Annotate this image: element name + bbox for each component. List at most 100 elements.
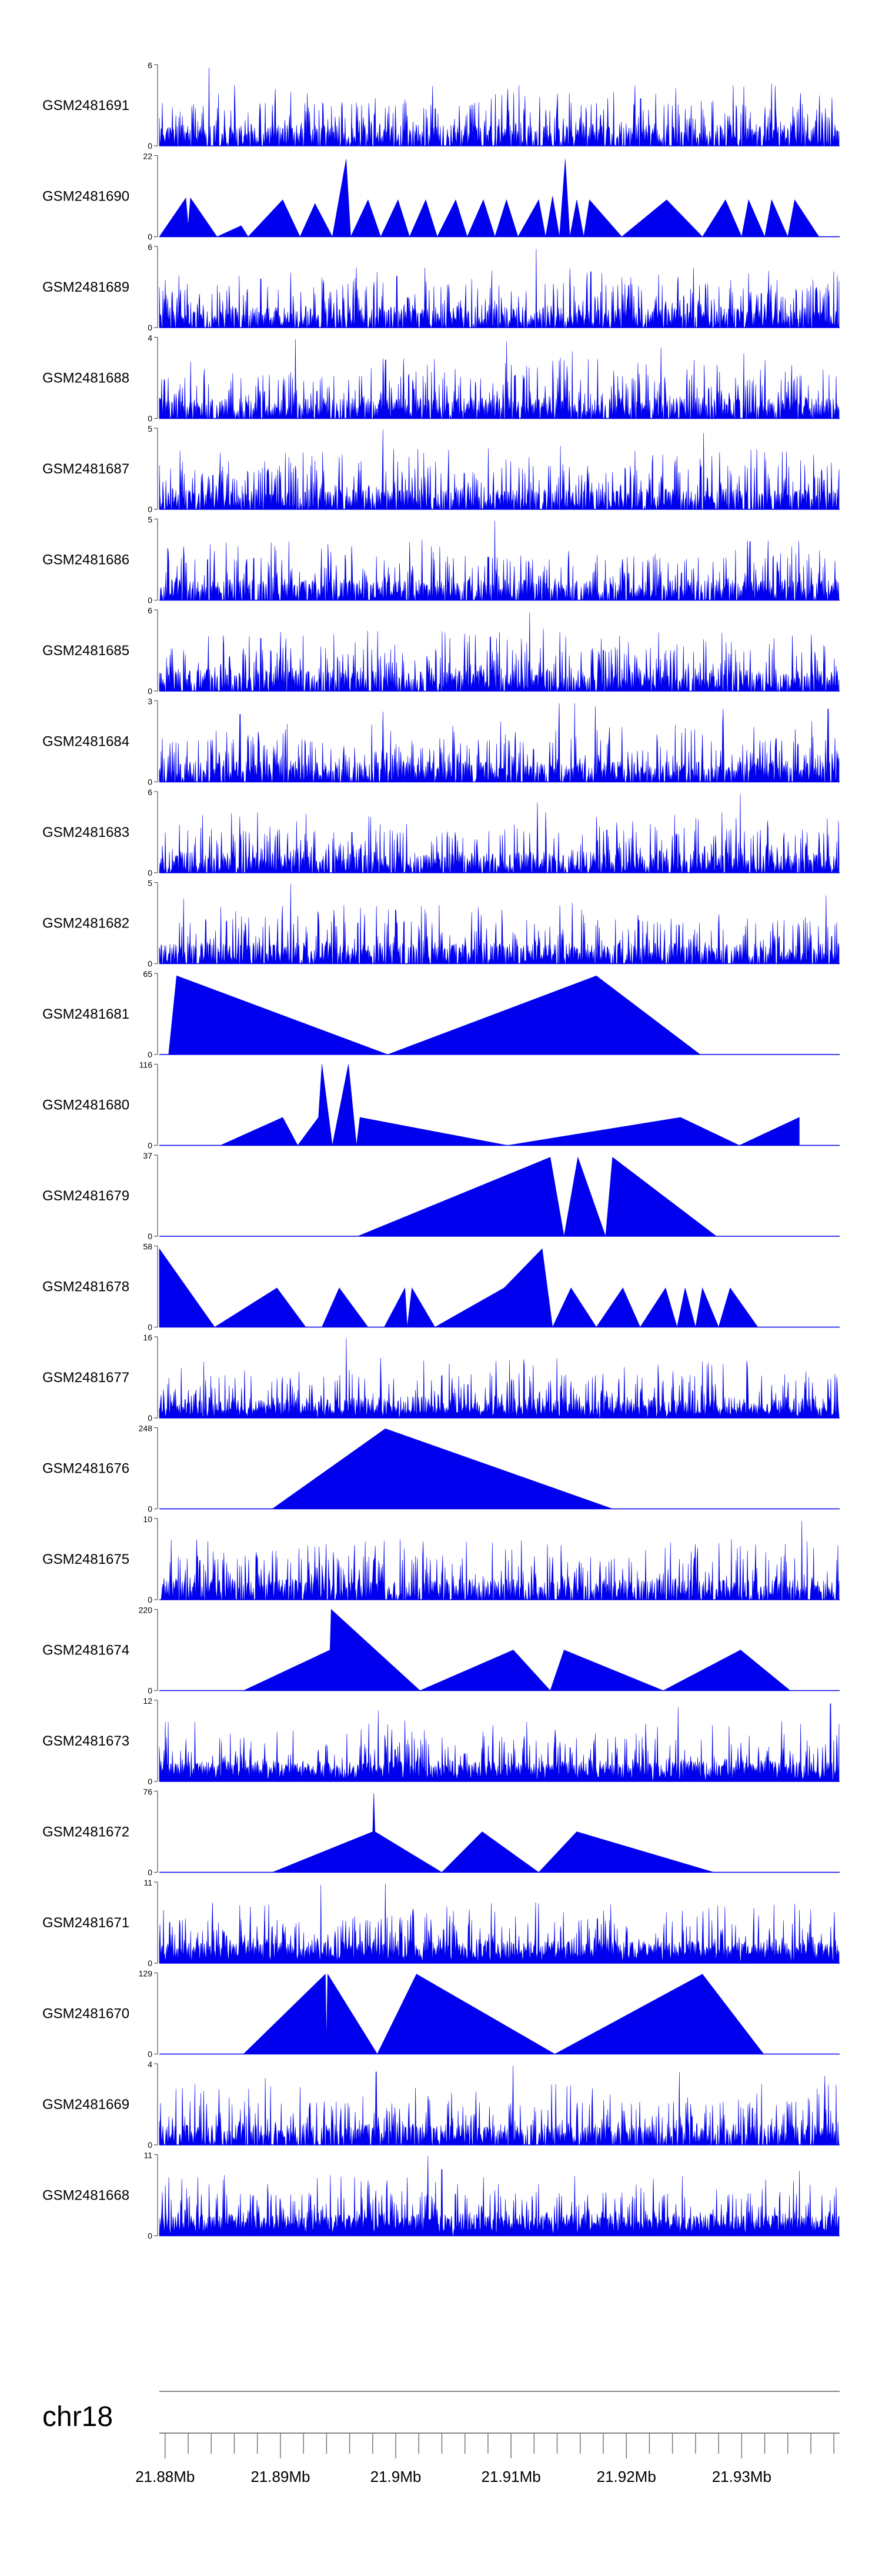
track-label: GSM2481677 xyxy=(42,1370,129,1386)
track-ymin-label: 0 xyxy=(148,596,152,605)
track-GSM2481691: GSM2481691 6 0 xyxy=(42,61,840,151)
track-label: GSM2481669 xyxy=(42,2097,129,2113)
chromosome-label: chr18 xyxy=(42,2401,113,2432)
track-ymax-label: 4 xyxy=(148,333,152,343)
genome-axis: chr18 21.88Mb 21.89Mb 21.9Mb 21.91Mb 21.92Mb 2… xyxy=(42,2391,840,2485)
track-signal-area xyxy=(168,975,701,1055)
track-label: GSM2481674 xyxy=(42,1643,129,1659)
track-signal-area xyxy=(159,2155,840,2236)
track-ymin-label: 0 xyxy=(148,959,152,969)
track-GSM2481673: GSM2481673 12 0 xyxy=(42,1696,840,1786)
track-GSM2481689: GSM2481689 6 0 xyxy=(42,242,840,332)
track-label: GSM2481685 xyxy=(42,643,129,659)
track-GSM2481669: GSM2481669 4 0 xyxy=(42,2060,840,2150)
track-ymax-label: 248 xyxy=(139,1424,153,1433)
track-signal-area xyxy=(159,1883,840,1964)
axis-tick-label: 21.93Mb xyxy=(712,2468,771,2485)
track-ymin-label: 0 xyxy=(148,1050,152,1059)
track-ymax-label: 16 xyxy=(143,1333,152,1342)
track-ymax-label: 6 xyxy=(148,242,152,252)
track-signal-area xyxy=(243,1973,764,2055)
track-label: GSM2481672 xyxy=(42,1824,129,1840)
track-label: GSM2481686 xyxy=(42,552,129,568)
track-ymax-label: 5 xyxy=(148,424,152,433)
track-label: GSM2481689 xyxy=(42,279,129,295)
track-ymax-label: 37 xyxy=(143,1151,152,1160)
track-label: GSM2481690 xyxy=(42,189,129,205)
track-signal-area xyxy=(159,249,840,328)
track-signal-area xyxy=(159,703,840,782)
track-GSM2481670: GSM2481670 129 0 xyxy=(42,1969,840,2059)
track-GSM2481687: GSM2481687 5 0 xyxy=(42,424,840,514)
track-ymax-label: 11 xyxy=(143,1878,152,1887)
track-ymin-label: 0 xyxy=(148,505,152,514)
track-label: GSM2481687 xyxy=(42,461,129,477)
axis-tick-label: 21.92Mb xyxy=(597,2468,656,2485)
track-ymax-label: 22 xyxy=(143,152,152,161)
track-ymax-label: 5 xyxy=(148,879,152,888)
track-signal-area xyxy=(243,1609,791,1691)
track-ymin-label: 0 xyxy=(148,778,152,787)
track-label: GSM2481688 xyxy=(42,371,129,386)
track-GSM2481680: GSM2481680 116 0 xyxy=(42,1060,840,1150)
track-ymin-label: 0 xyxy=(148,141,152,151)
track-GSM2481672: GSM2481672 76 0 xyxy=(42,1787,840,1877)
track-stack: GSM248169160GSM2481690220GSM248168960GSM… xyxy=(42,61,840,2241)
track-signal-area xyxy=(272,1428,613,1509)
track-GSM2481671: GSM2481671 11 0 xyxy=(42,1878,840,1968)
track-GSM2481683: GSM2481683 6 0 xyxy=(42,788,840,877)
track-label: GSM2481671 xyxy=(42,1915,129,1931)
track-GSM2481678: GSM2481678 58 0 xyxy=(42,1242,840,1332)
axis-tick-label: 21.9Mb xyxy=(370,2468,422,2485)
track-ymax-label: 4 xyxy=(148,2060,152,2069)
track-ymin-label: 0 xyxy=(148,2140,152,2150)
track-ymin-label: 0 xyxy=(148,1958,152,1968)
track-GSM2481690: GSM2481690 22 0 xyxy=(42,152,840,242)
axis-tick-label: 21.91Mb xyxy=(482,2468,541,2485)
track-signal-area xyxy=(159,794,840,873)
track-GSM2481682: GSM2481682 5 0 xyxy=(42,879,840,969)
track-ymin-label: 0 xyxy=(148,868,152,877)
track-signal-area xyxy=(159,612,840,692)
track-GSM2481686: GSM2481686 5 0 xyxy=(42,515,840,605)
track-label: GSM2481682 xyxy=(42,916,129,932)
track-signal-area xyxy=(159,159,820,238)
track-signal-area xyxy=(159,1703,840,1782)
track-ymin-label: 0 xyxy=(148,414,152,423)
track-label: GSM2481678 xyxy=(42,1279,129,1295)
track-ymin-label: 0 xyxy=(148,2231,152,2241)
track-label: GSM2481676 xyxy=(42,1461,129,1477)
track-label: GSM2481670 xyxy=(42,2006,129,2022)
track-label: GSM2481683 xyxy=(42,825,129,840)
track-GSM2481688: GSM2481688 4 0 xyxy=(42,333,840,423)
track-label: GSM2481680 xyxy=(42,1097,129,1113)
track-label: GSM2481675 xyxy=(42,1551,129,1567)
track-ymin-label: 0 xyxy=(148,1141,152,1150)
track-ymax-label: 65 xyxy=(143,969,152,979)
track-ymin-label: 0 xyxy=(148,1686,152,1696)
track-ymax-label: 116 xyxy=(139,1060,153,1070)
track-signal-area xyxy=(159,1338,840,1419)
track-ymin-label: 0 xyxy=(148,232,152,242)
track-signal-area xyxy=(159,67,840,146)
track-GSM2481677: GSM2481677 16 0 xyxy=(42,1333,840,1423)
track-signal-area xyxy=(159,884,840,964)
track-label: GSM2481668 xyxy=(42,2188,129,2204)
track-ymax-label: 6 xyxy=(148,788,152,797)
track-signal-area xyxy=(220,1064,800,1146)
track-ymax-label: 5 xyxy=(148,515,152,525)
track-GSM2481675: GSM2481675 10 0 xyxy=(42,1514,840,1604)
axis-tick-label: 21.89Mb xyxy=(250,2468,310,2485)
track-ymin-label: 0 xyxy=(148,1232,152,1241)
track-GSM2481681: GSM2481681 65 0 xyxy=(42,969,840,1059)
track-GSM2481685: GSM2481685 6 0 xyxy=(42,606,840,696)
track-ymax-label: 58 xyxy=(143,1242,152,1252)
track-ymax-label: 11 xyxy=(143,2151,152,2160)
track-label: GSM2481681 xyxy=(42,1006,129,1022)
track-ymin-label: 0 xyxy=(148,1595,152,1604)
track-ymax-label: 3 xyxy=(148,697,152,706)
track-signal-area xyxy=(159,1521,840,1600)
track-label: GSM2481673 xyxy=(42,1733,129,1749)
track-GSM2481679: GSM2481679 37 0 xyxy=(42,1151,840,1241)
